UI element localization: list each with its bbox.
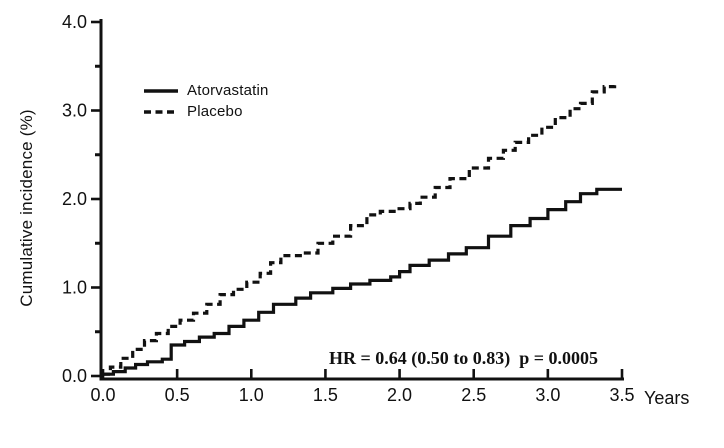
x-tick-label: 1.5 <box>313 385 338 405</box>
series-line-atorvastatin <box>103 187 622 376</box>
x-tick-label: 0.0 <box>90 385 115 405</box>
y-tick-label: 1.0 <box>62 278 87 298</box>
y-axis-label: Cumulative incidence (%) <box>17 109 36 307</box>
y-tick-label: 3.0 <box>62 101 87 121</box>
series-line-placebo <box>103 81 617 376</box>
legend-item-atorvastatin: Atorvastatin <box>144 80 269 101</box>
legend: Atorvastatin Placebo <box>144 80 269 122</box>
x-axis-unit-label: Years <box>644 388 690 408</box>
dashed-line-icon <box>144 109 178 114</box>
legend-item-placebo: Placebo <box>144 101 269 122</box>
solid-line-icon <box>144 88 178 93</box>
x-tick-label: 2.5 <box>461 385 486 405</box>
x-tick-label: 1.0 <box>239 385 264 405</box>
x-tick-label: 0.5 <box>165 385 190 405</box>
y-tick-label: 4.0 <box>62 12 87 32</box>
x-tick-label: 3.0 <box>535 385 560 405</box>
y-tick-label: 2.0 <box>62 189 87 209</box>
legend-label-placebo: Placebo <box>187 103 243 120</box>
y-tick-label: 0.0 <box>62 366 87 386</box>
legend-label-atorvastatin: Atorvastatin <box>187 82 269 99</box>
x-tick-label: 3.5 <box>609 385 634 405</box>
x-tick-label: 2.0 <box>387 385 412 405</box>
hr-annotation: HR = 0.64 (0.50 to 0.83) p = 0.0005 <box>329 348 599 368</box>
